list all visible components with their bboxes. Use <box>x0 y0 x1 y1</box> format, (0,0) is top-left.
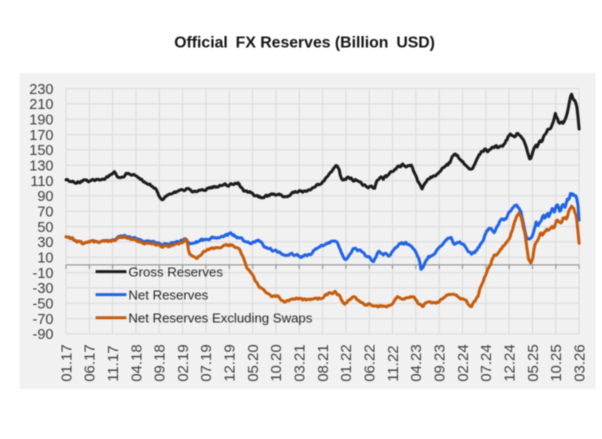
svg-text:10.20: 10.20 <box>268 344 285 382</box>
svg-text:70: 70 <box>37 204 53 220</box>
svg-text:01.17: 01.17 <box>58 344 75 382</box>
svg-text:06.22: 06.22 <box>362 344 379 382</box>
svg-text:-70: -70 <box>33 312 54 328</box>
svg-text:110: 110 <box>30 174 53 190</box>
svg-text:-50: -50 <box>33 296 54 312</box>
svg-text:Official FX Reserves (Billion: Official FX Reserves (Billion USD) <box>174 34 435 51</box>
svg-text:07.24: 07.24 <box>478 344 495 382</box>
svg-text:12.24: 12.24 <box>501 344 518 382</box>
svg-text:50: 50 <box>37 220 53 236</box>
svg-text:06.17: 06.17 <box>82 344 99 382</box>
svg-text:170: 170 <box>29 128 53 144</box>
svg-text:09.23: 09.23 <box>432 344 449 382</box>
svg-text:Net Reserves: Net Reserves <box>128 287 208 302</box>
svg-text:90: 90 <box>37 189 53 205</box>
svg-text:03.21: 03.21 <box>292 344 309 382</box>
svg-text:210: 210 <box>29 97 53 113</box>
svg-text:30: 30 <box>37 235 53 251</box>
svg-text:130: 130 <box>29 159 53 175</box>
svg-text:11.17: 11.17 <box>105 345 122 381</box>
svg-text:-90: -90 <box>33 327 54 343</box>
svg-text:-10: -10 <box>33 266 54 282</box>
svg-text:05.25: 05.25 <box>525 344 542 382</box>
svg-text:12.19: 12.19 <box>222 344 239 382</box>
svg-text:09.18: 09.18 <box>152 344 169 382</box>
svg-text:10.25: 10.25 <box>548 344 565 382</box>
svg-text:Gross Reserves: Gross Reserves <box>128 264 223 279</box>
svg-text:230: 230 <box>29 82 53 98</box>
svg-text:04.23: 04.23 <box>408 344 425 382</box>
svg-text:07.19: 07.19 <box>198 344 215 382</box>
svg-text:-30: -30 <box>33 281 54 297</box>
svg-text:08.21: 08.21 <box>315 344 332 382</box>
svg-text:190: 190 <box>29 113 53 129</box>
svg-text:02.24: 02.24 <box>455 344 472 382</box>
svg-text:150: 150 <box>29 143 53 159</box>
svg-text:11.22: 11.22 <box>385 345 402 381</box>
svg-text:02.19: 02.19 <box>175 344 192 382</box>
svg-text:03.26: 03.26 <box>571 344 588 382</box>
svg-text:04.18: 04.18 <box>128 344 145 382</box>
svg-text:Net Reserves Excluding Swaps: Net Reserves Excluding Swaps <box>128 311 312 326</box>
svg-text:01.22: 01.22 <box>338 344 355 382</box>
svg-text:05.20: 05.20 <box>245 344 262 382</box>
svg-text:10: 10 <box>37 250 53 266</box>
